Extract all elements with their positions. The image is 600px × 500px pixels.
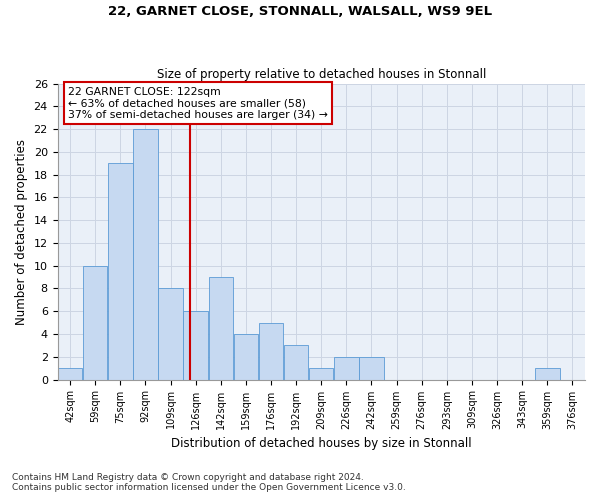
Bar xyxy=(58,368,82,380)
Text: 22 GARNET CLOSE: 122sqm
← 63% of detached houses are smaller (58)
37% of semi-de: 22 GARNET CLOSE: 122sqm ← 63% of detache… xyxy=(68,86,328,120)
Bar xyxy=(359,357,383,380)
Bar xyxy=(83,266,107,380)
Bar xyxy=(234,334,258,380)
Bar xyxy=(158,288,183,380)
Bar xyxy=(259,322,283,380)
Text: Contains HM Land Registry data © Crown copyright and database right 2024.
Contai: Contains HM Land Registry data © Crown c… xyxy=(12,473,406,492)
Bar xyxy=(133,129,158,380)
Title: Size of property relative to detached houses in Stonnall: Size of property relative to detached ho… xyxy=(157,68,486,81)
Bar xyxy=(334,357,359,380)
Bar xyxy=(284,346,308,380)
Bar xyxy=(309,368,334,380)
Bar xyxy=(184,312,208,380)
Bar xyxy=(209,277,233,380)
Y-axis label: Number of detached properties: Number of detached properties xyxy=(15,138,28,324)
Bar xyxy=(535,368,560,380)
Bar xyxy=(108,164,133,380)
Text: 22, GARNET CLOSE, STONNALL, WALSALL, WS9 9EL: 22, GARNET CLOSE, STONNALL, WALSALL, WS9… xyxy=(108,5,492,18)
X-axis label: Distribution of detached houses by size in Stonnall: Distribution of detached houses by size … xyxy=(171,437,472,450)
